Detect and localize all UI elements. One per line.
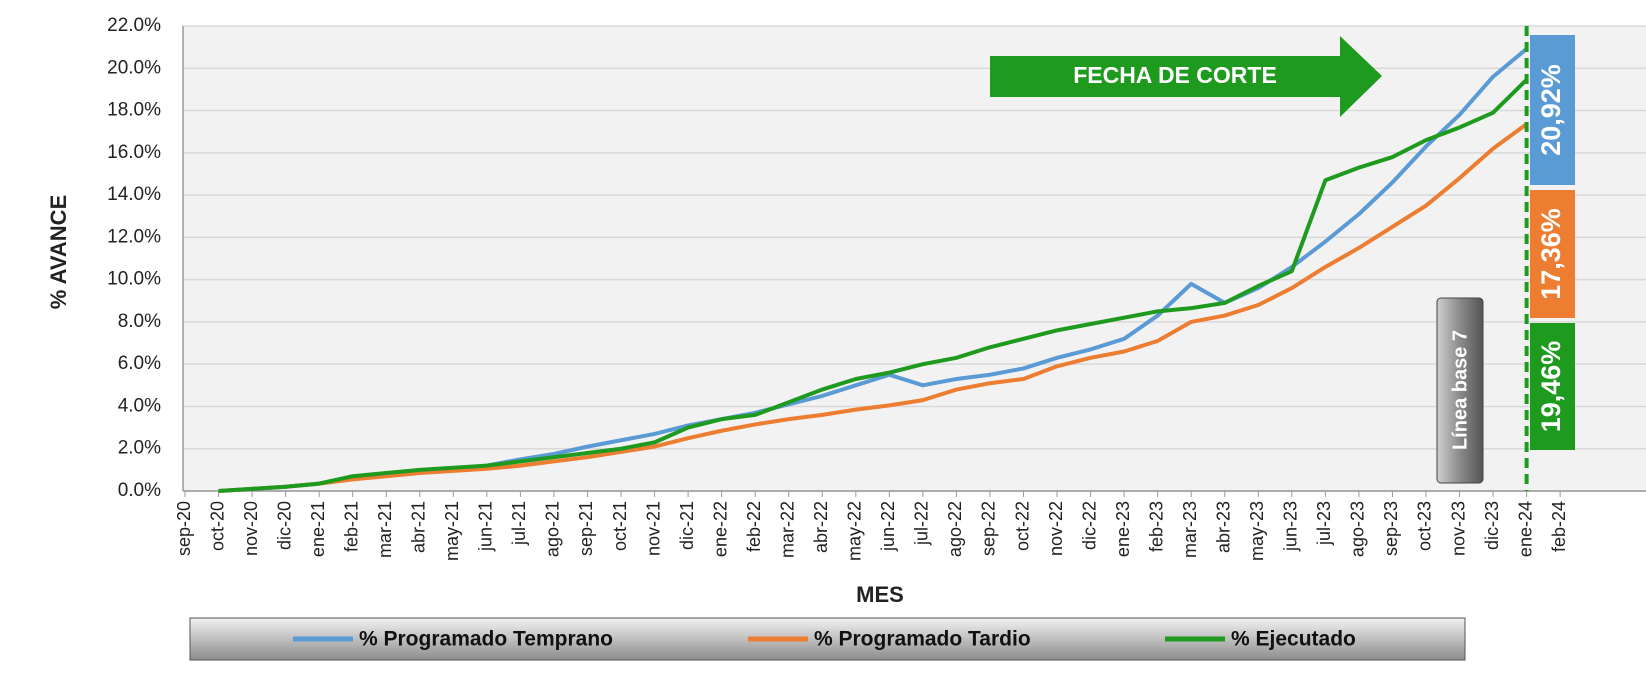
end-label-box bbox=[1530, 35, 1575, 185]
legend-label: % Programado Temprano bbox=[359, 628, 613, 651]
x-tick-label: nov-23 bbox=[1448, 501, 1468, 556]
x-tick-label: nov-20 bbox=[241, 501, 261, 556]
y-tick-label: 14.0% bbox=[107, 184, 161, 205]
x-tick-label: nov-22 bbox=[1046, 501, 1066, 556]
end-label: 20,92% bbox=[1536, 64, 1566, 156]
x-tick-label: ene-24 bbox=[1515, 501, 1535, 557]
x-tick-label: sep-22 bbox=[979, 501, 999, 556]
series-line bbox=[218, 78, 1529, 493]
x-tick-label: feb-21 bbox=[341, 501, 361, 552]
x-tick-label: jul-23 bbox=[1314, 501, 1334, 546]
x-tick-label: feb-22 bbox=[744, 501, 764, 552]
baseline-box bbox=[1436, 297, 1484, 484]
x-tick-label: dic-20 bbox=[274, 501, 294, 550]
x-tick-label: ene-23 bbox=[1113, 501, 1133, 557]
x-tick-label: oct-22 bbox=[1012, 501, 1032, 551]
y-tick-label: 2.0% bbox=[118, 438, 161, 459]
y-tick-label: 6.0% bbox=[118, 353, 161, 374]
x-tick-label: dic-21 bbox=[677, 501, 697, 550]
x-tick-label: feb-24 bbox=[1549, 501, 1569, 552]
x-axis-label: MES bbox=[856, 582, 904, 607]
x-tick-label: mar-22 bbox=[777, 501, 797, 558]
baseline-label: Línea base 7 bbox=[1449, 330, 1471, 450]
x-tick-label: sep-23 bbox=[1381, 501, 1401, 556]
x-tick-label: oct-20 bbox=[207, 501, 227, 551]
y-tick-label: 22.0% bbox=[107, 15, 161, 36]
y-tick-label: 18.0% bbox=[107, 100, 161, 121]
x-tick-label: jun-23 bbox=[1281, 501, 1301, 552]
lines bbox=[218, 47, 1529, 493]
x-tick-label: oct-23 bbox=[1415, 501, 1435, 551]
end-label: 19,46% bbox=[1536, 341, 1566, 433]
x-tick-label: ene-22 bbox=[710, 501, 730, 557]
x-tick-label: feb-23 bbox=[1146, 501, 1166, 552]
legend-box bbox=[189, 617, 1466, 661]
x-tick-label: oct-21 bbox=[610, 501, 630, 551]
x-tick-label: abr-22 bbox=[811, 501, 831, 553]
y-tick-label: 20.0% bbox=[107, 57, 161, 78]
legend-label: % Ejecutado bbox=[1231, 628, 1356, 651]
x-tick-label: jun-21 bbox=[476, 501, 496, 552]
end-label-box bbox=[1530, 190, 1575, 318]
grid bbox=[182, 25, 1646, 497]
end-label-box bbox=[1530, 323, 1575, 450]
y-tick-label: 16.0% bbox=[107, 142, 161, 163]
x-tick-label: jul-21 bbox=[509, 501, 529, 546]
x-tick-label: sep-20 bbox=[174, 501, 194, 556]
y-tick-label: 12.0% bbox=[107, 226, 161, 247]
x-tick-label: jul-22 bbox=[912, 501, 932, 546]
y-tick-label: 4.0% bbox=[118, 395, 161, 416]
x-tick-label: mar-21 bbox=[375, 501, 395, 558]
x-tick-label: abr-23 bbox=[1213, 501, 1233, 553]
cutoff-label: FECHA DE CORTE bbox=[1073, 62, 1277, 88]
plot-area bbox=[183, 26, 1646, 491]
x-tick-label: abr-21 bbox=[409, 501, 429, 553]
x-tick-label: dic-23 bbox=[1482, 501, 1502, 550]
end-label: 17,36% bbox=[1536, 208, 1566, 300]
x-tick-label: mar-23 bbox=[1180, 501, 1200, 558]
x-tick-label: ago-22 bbox=[945, 501, 965, 557]
y-tick-label: 10.0% bbox=[107, 269, 161, 290]
x-tick-label: jun-22 bbox=[878, 501, 898, 552]
legend: % Programado Temprano % Programado Tardio… bbox=[293, 628, 1356, 651]
x-tick-label: may-22 bbox=[845, 501, 865, 561]
legend-label: % Programado Tardio bbox=[814, 628, 1031, 651]
series-line bbox=[218, 122, 1528, 493]
y-axis-label: % AVANCE bbox=[46, 195, 71, 310]
x-tick-label: ago-21 bbox=[543, 501, 563, 557]
x-tick-label: sep-21 bbox=[576, 501, 596, 556]
x-tick-label: may-23 bbox=[1247, 501, 1267, 561]
x-tick-label: ene-21 bbox=[308, 501, 328, 557]
x-tick-label: may-21 bbox=[442, 501, 462, 561]
cutoff-arrow bbox=[990, 36, 1382, 117]
y-tick-label: 0.0% bbox=[118, 480, 161, 501]
x-tick-label: nov-21 bbox=[643, 501, 663, 556]
x-tick-label: dic-22 bbox=[1079, 501, 1099, 550]
y-tick-label: 8.0% bbox=[118, 311, 161, 332]
x-tick-label: ago-23 bbox=[1348, 501, 1368, 557]
